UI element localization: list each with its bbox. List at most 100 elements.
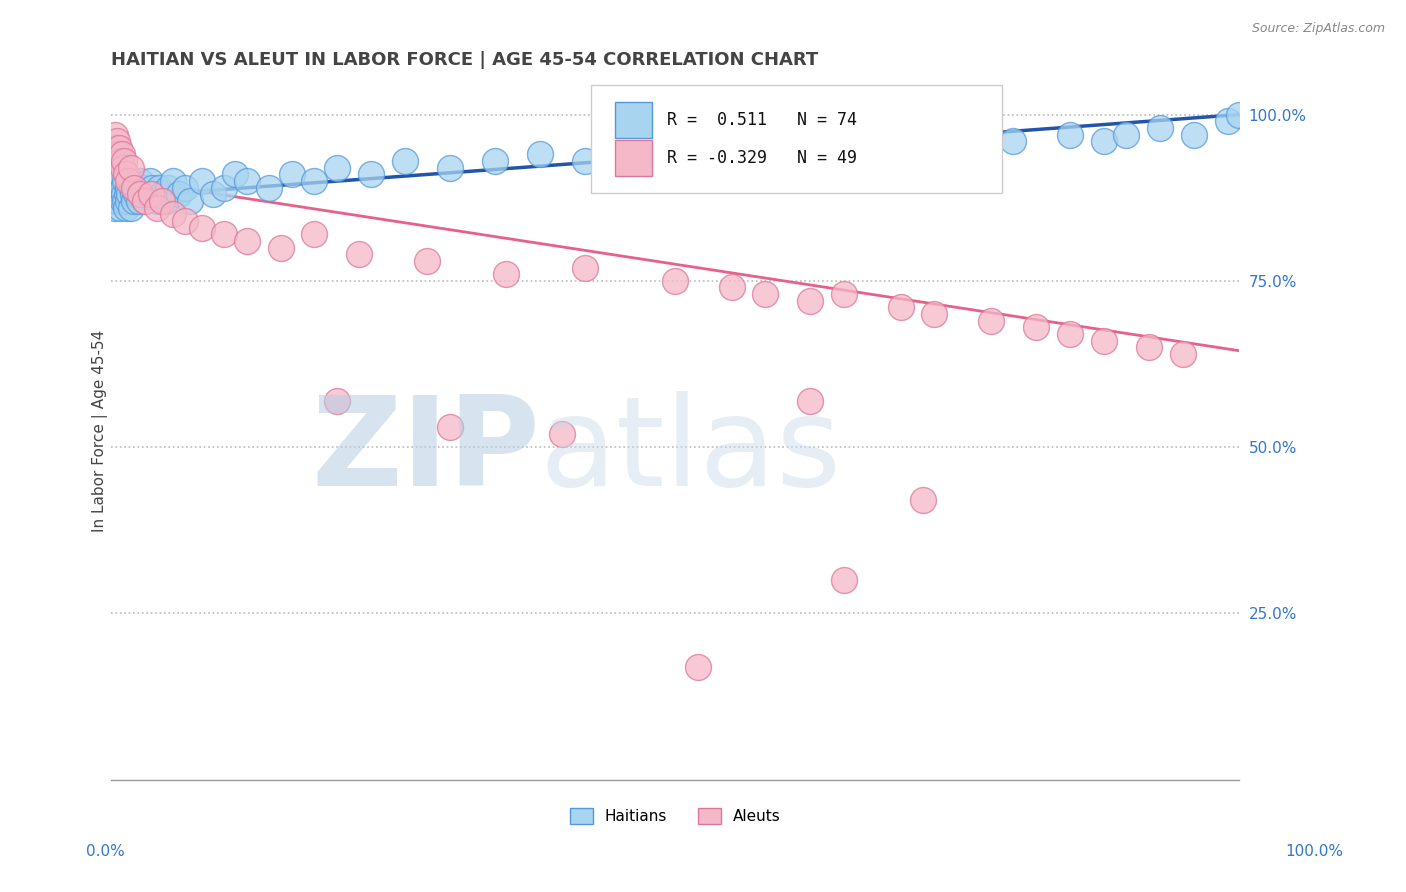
Point bbox=[104, 141, 127, 155]
Point bbox=[121, 187, 143, 202]
Point bbox=[776, 147, 799, 161]
Point bbox=[110, 154, 132, 169]
Point bbox=[125, 187, 148, 202]
Point bbox=[173, 180, 195, 194]
Point bbox=[1171, 347, 1194, 361]
Point bbox=[108, 194, 131, 208]
Point bbox=[104, 174, 127, 188]
Point bbox=[148, 180, 170, 194]
Point bbox=[235, 174, 257, 188]
Point bbox=[150, 194, 173, 208]
Point bbox=[1002, 134, 1025, 148]
Point bbox=[720, 141, 742, 155]
Point bbox=[162, 174, 184, 188]
Point bbox=[118, 187, 141, 202]
Point bbox=[924, 307, 946, 321]
Legend: Haitians, Aleuts: Haitians, Aleuts bbox=[569, 807, 780, 824]
Point bbox=[529, 147, 551, 161]
Point bbox=[110, 201, 132, 215]
Point bbox=[139, 174, 162, 188]
Point bbox=[360, 168, 382, 182]
Point bbox=[1182, 128, 1205, 142]
Point bbox=[281, 168, 304, 182]
Point bbox=[117, 180, 139, 194]
Point bbox=[150, 187, 173, 202]
Point bbox=[129, 187, 152, 202]
Point bbox=[224, 168, 246, 182]
Point bbox=[122, 180, 145, 194]
Point bbox=[495, 267, 517, 281]
Point bbox=[110, 174, 132, 188]
Point bbox=[103, 187, 125, 202]
Point bbox=[1092, 134, 1115, 148]
Text: 100.0%: 100.0% bbox=[1285, 845, 1344, 859]
Point bbox=[946, 141, 969, 155]
Point bbox=[1092, 334, 1115, 348]
Point bbox=[832, 287, 855, 301]
Text: HAITIAN VS ALEUT IN LABOR FORCE | AGE 45-54 CORRELATION CHART: HAITIAN VS ALEUT IN LABOR FORCE | AGE 45… bbox=[111, 51, 818, 69]
Point bbox=[124, 180, 146, 194]
Point bbox=[890, 301, 912, 315]
Y-axis label: In Labor Force | Age 45-54: In Labor Force | Age 45-54 bbox=[93, 329, 108, 532]
Point bbox=[104, 128, 127, 142]
Point bbox=[394, 154, 416, 169]
Point bbox=[235, 234, 257, 248]
Point bbox=[1115, 128, 1137, 142]
Point bbox=[107, 187, 129, 202]
Point bbox=[304, 174, 326, 188]
Point bbox=[128, 174, 150, 188]
Point bbox=[799, 293, 821, 308]
Point bbox=[304, 227, 326, 242]
Point bbox=[117, 174, 139, 188]
Point bbox=[1149, 120, 1171, 135]
Point bbox=[439, 161, 461, 175]
Point bbox=[105, 180, 128, 194]
Point bbox=[110, 187, 132, 202]
Point bbox=[121, 180, 143, 194]
Point bbox=[1216, 114, 1239, 128]
Point bbox=[114, 174, 136, 188]
Point bbox=[120, 161, 142, 175]
Point bbox=[1059, 326, 1081, 341]
Point bbox=[212, 180, 235, 194]
FancyBboxPatch shape bbox=[591, 85, 1002, 193]
Text: R = -0.329   N = 49: R = -0.329 N = 49 bbox=[668, 149, 858, 167]
Point bbox=[201, 187, 224, 202]
Point bbox=[754, 287, 776, 301]
Point bbox=[890, 134, 912, 148]
Point bbox=[162, 207, 184, 221]
Text: 0.0%: 0.0% bbox=[86, 845, 125, 859]
Point bbox=[259, 180, 281, 194]
Point bbox=[190, 174, 212, 188]
Point bbox=[143, 187, 166, 202]
Text: atlas: atlas bbox=[540, 391, 842, 512]
Point bbox=[111, 180, 134, 194]
Point bbox=[111, 194, 134, 208]
Point bbox=[439, 420, 461, 434]
Point bbox=[108, 141, 131, 155]
Point bbox=[832, 141, 855, 155]
Point bbox=[136, 187, 159, 202]
Point bbox=[619, 147, 641, 161]
Point bbox=[114, 194, 136, 208]
Point bbox=[212, 227, 235, 242]
Point bbox=[326, 161, 349, 175]
Point bbox=[111, 161, 134, 175]
Point bbox=[980, 314, 1002, 328]
Point bbox=[664, 274, 686, 288]
Point bbox=[416, 253, 439, 268]
Point bbox=[1227, 107, 1250, 121]
Point bbox=[1059, 128, 1081, 142]
Point bbox=[115, 187, 138, 202]
Point bbox=[326, 393, 349, 408]
Point bbox=[115, 168, 138, 182]
Point bbox=[167, 187, 190, 202]
Point bbox=[156, 180, 179, 194]
Point bbox=[145, 194, 167, 208]
Point bbox=[574, 154, 596, 169]
Text: R =  0.511   N = 74: R = 0.511 N = 74 bbox=[668, 111, 858, 128]
Point bbox=[1025, 320, 1047, 334]
Point bbox=[574, 260, 596, 275]
Point bbox=[484, 154, 506, 169]
Point bbox=[134, 194, 156, 208]
